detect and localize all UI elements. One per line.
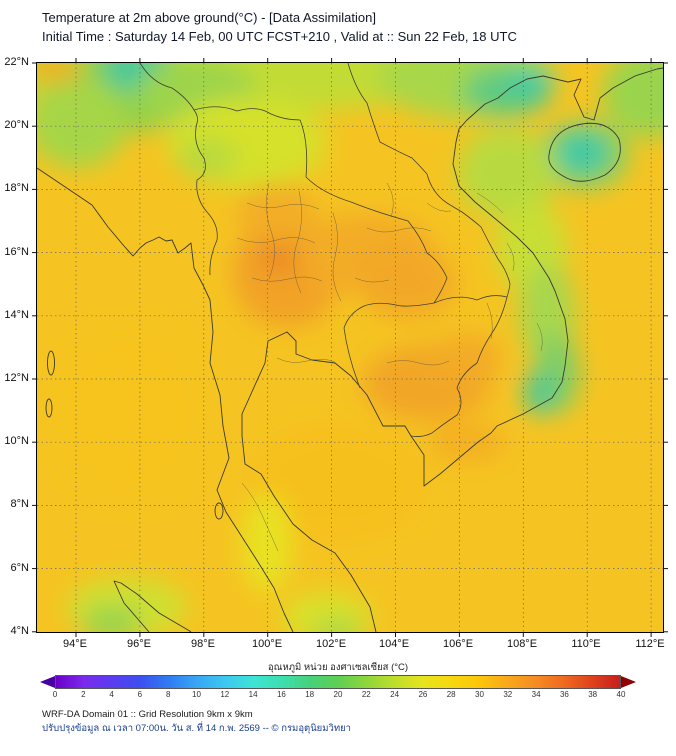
footer-update-info: ปรับปรุงข้อมูล ณ เวลา 07:00น. วัน ส. ที่… [42, 723, 352, 734]
y-tick-label: 22°N [4, 56, 29, 68]
map-subtitle: Initial Time : Saturday 14 Feb, 00 UTC F… [42, 29, 517, 44]
y-tick-label: 4°N [10, 625, 29, 637]
y-tick-label: 14°N [4, 309, 29, 321]
y-axis-labels: 22°N 20°N 18°N 16°N 14°N 12°N 10°N 8°N 6… [0, 56, 32, 637]
colorbar-tick-label: 32 [503, 690, 513, 699]
colorbar-tick-label: 38 [588, 690, 598, 699]
province-border-paths [236, 182, 543, 552]
axis-tick-marks [32, 58, 668, 637]
footer: WRF-DA Domain 01 :: Grid Resolution 9km … [42, 708, 351, 736]
temperature-field-svg [32, 58, 668, 637]
x-tick-label: 108°E [506, 638, 538, 650]
colorbar-tick-label: 12 [220, 690, 230, 699]
colorbar-tick-label: 14 [248, 690, 258, 699]
colorbar [40, 675, 636, 689]
x-tick-label: 110°E [571, 638, 601, 650]
colorbar-label: อุณหภูมิ หน่วย องศาเซลเซียส (°C) [267, 662, 409, 673]
x-tick-label: 94°E [63, 638, 87, 650]
colorbar-tick-label: 4 [109, 690, 114, 699]
y-tick-label: 16°N [4, 246, 29, 258]
x-tick-label: 106°E [442, 638, 474, 650]
colorbar-tick-label: 0 [52, 690, 58, 699]
x-tick-label: 98°E [191, 638, 215, 650]
colorbar-tick-label: 6 [137, 690, 143, 699]
x-tick-label: 96°E [127, 638, 151, 650]
map-header: Temperature at 2m above ground(°C) - [Da… [42, 8, 517, 46]
y-tick-label: 10°N [4, 435, 29, 447]
colorbar-tick-label: 22 [361, 690, 371, 699]
colorbar-tick-label: 28 [446, 690, 456, 699]
colorbar-tick-label: 40 [616, 690, 626, 699]
colorbar-tick-label: 8 [165, 690, 171, 699]
colorbar-tick-label: 16 [276, 690, 286, 699]
colorbar-tick-label: 26 [418, 690, 428, 699]
y-tick-label: 6°N [10, 562, 29, 574]
footer-domain-info: WRF-DA Domain 01 :: Grid Resolution 9km … [42, 709, 253, 720]
colorbar-tick-label: 34 [531, 690, 541, 699]
x-axis-labels: 94°E 96°E 98°E 100°E 102°E 104°E 106°E 1… [36, 638, 665, 652]
colorbar-tick-label: 24 [390, 690, 400, 699]
map-canvas [32, 58, 668, 637]
y-tick-label: 18°N [4, 182, 29, 194]
colorbar-bar [55, 675, 621, 689]
x-tick-label: 100°E [251, 638, 283, 650]
map-title: Temperature at 2m above ground(°C) - [Da… [42, 10, 376, 25]
colorbar-right-arrow [621, 676, 636, 688]
y-tick-label: 8°N [10, 498, 29, 510]
x-tick-label: 104°E [378, 638, 410, 650]
x-tick-label: 102°E [315, 638, 347, 650]
x-tick-label: 112°E [635, 638, 665, 650]
colorbar-tick-label: 18 [305, 690, 315, 699]
y-tick-label: 12°N [4, 372, 29, 384]
graticule-grid [37, 63, 663, 632]
colorbar-tick-labels: 0 2 4 6 8 10 12 14 16 18 20 22 24 26 28 … [52, 690, 626, 700]
colorbar-tick-label: 36 [559, 690, 569, 699]
colorbar-tick-label: 20 [333, 690, 343, 699]
colorbar-tick-label: 30 [475, 690, 484, 699]
colorbar-left-arrow [40, 676, 55, 688]
coastline-paths [36, 67, 664, 633]
colorbar-tick-label: 2 [81, 690, 86, 699]
colorbar-tick-label: 10 [192, 690, 201, 699]
y-tick-label: 20°N [4, 119, 29, 131]
